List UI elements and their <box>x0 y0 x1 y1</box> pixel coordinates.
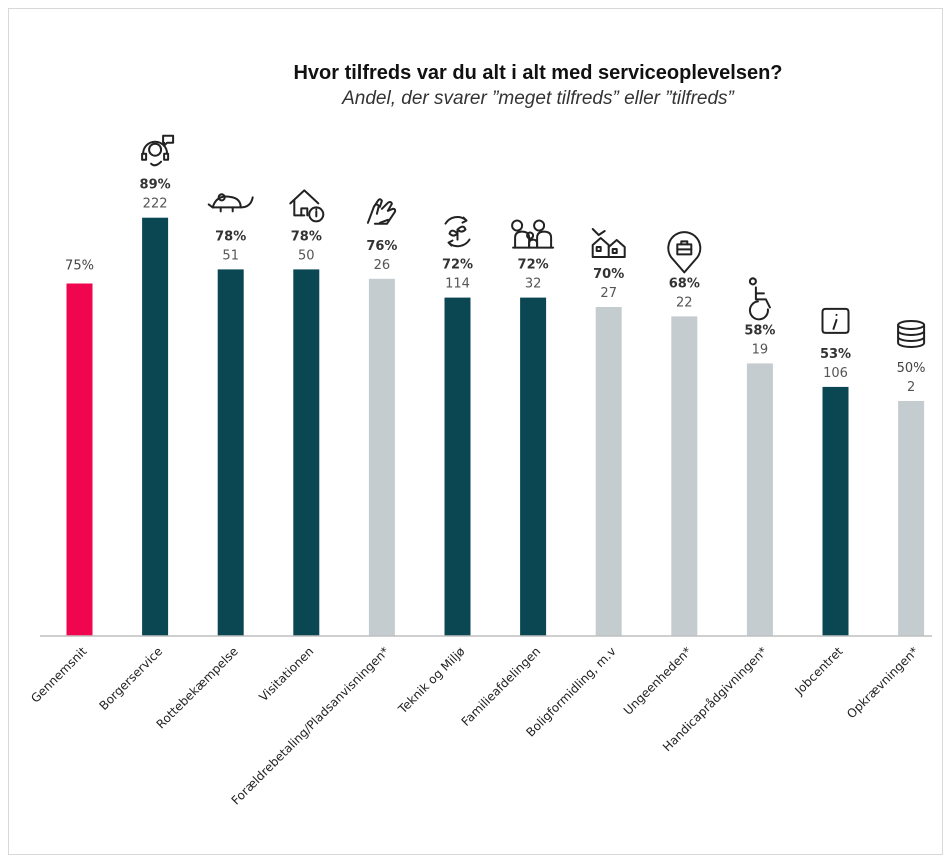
bar-group: 68% 22 Ungeenheden* <box>621 232 700 718</box>
houses-icon <box>593 229 625 257</box>
chart-title: Hvor tilfreds var du alt i alt med servi… <box>293 62 782 84</box>
category-label: Ungeenheden* <box>621 644 695 718</box>
briefcase-pin-icon <box>668 232 700 272</box>
bar-3 <box>218 269 244 636</box>
rat-icon <box>209 194 253 211</box>
family-icon <box>512 221 553 248</box>
count-label: 222 <box>143 197 168 212</box>
bar-group: 72% 114 Teknik og Miljø <box>395 217 473 717</box>
bar-group: 78% 50 Visitationen <box>256 190 323 704</box>
percent-label: 89% <box>140 178 171 193</box>
percent-label: 78% <box>215 229 246 244</box>
count-label: 51 <box>222 248 239 263</box>
bar-2 <box>142 218 168 636</box>
wheelchair-icon <box>750 278 770 319</box>
bar-group: 53% 106 Jobcentret <box>791 309 851 698</box>
category-label: Visitationen <box>256 644 316 704</box>
coins-icon <box>898 321 924 347</box>
count-label: 50 <box>298 248 315 263</box>
house-info-icon <box>290 190 323 221</box>
percent-label: 78% <box>291 229 322 244</box>
percent-label: 68% <box>669 276 700 291</box>
bar-10 <box>747 363 773 636</box>
hands-icon <box>368 199 395 224</box>
bar-group: 72% 32 Familieafdelingen <box>459 221 554 729</box>
bar-4 <box>293 269 319 636</box>
category-label: Gennemsnit <box>28 644 90 706</box>
percent-label: 58% <box>744 323 775 338</box>
count-label: 26 <box>374 258 391 273</box>
percent-label: 50% <box>897 361 926 376</box>
count-label: 22 <box>676 295 693 310</box>
percent-label: 70% <box>593 267 624 282</box>
recycle-leaf-icon <box>446 217 470 246</box>
category-label: Familieafdelingen <box>459 644 544 729</box>
bar-group: 50% 2 Opkrævningen* <box>844 321 925 721</box>
bar-7 <box>520 298 546 636</box>
count-label: 27 <box>600 286 617 301</box>
count-label: 106 <box>823 366 848 381</box>
bar-8 <box>596 307 622 636</box>
count-label: 2 <box>907 380 915 395</box>
bar-5 <box>369 279 395 636</box>
percent-label: 72% <box>518 258 549 273</box>
bar-12 <box>898 401 924 636</box>
call-center-icon <box>142 136 173 166</box>
bar-9 <box>671 316 697 636</box>
category-label: Borgerservice <box>96 644 165 713</box>
category-label: Teknik og Miljø <box>395 644 468 717</box>
count-label: 32 <box>525 277 542 292</box>
percent-label: 75% <box>65 259 94 274</box>
category-label: Forældrebetaling/Pladsanvisningen* <box>229 644 392 807</box>
category-label: Jobcentret <box>791 644 845 698</box>
bar-1 <box>67 284 93 637</box>
info-icon <box>823 309 849 333</box>
bar-group: 89% 222 Borgerservice <box>96 136 173 713</box>
chart-subtitle: Andel, der svarer ”meget tilfreds” eller… <box>341 88 735 109</box>
percent-label: 72% <box>442 258 473 273</box>
count-label: 19 <box>752 342 769 357</box>
bar-group: 75% Gennemsnit <box>28 259 94 706</box>
bar-group: 78% 51 Rottebekæmpelse <box>154 194 253 731</box>
bar-11 <box>823 387 849 636</box>
percent-label: 53% <box>820 347 851 362</box>
percent-label: 76% <box>366 239 397 254</box>
count-label: 114 <box>445 277 470 292</box>
bar-6 <box>445 298 471 636</box>
category-label: Opkrævningen* <box>844 644 921 721</box>
category-label: Rottebekæmpelse <box>154 644 241 731</box>
